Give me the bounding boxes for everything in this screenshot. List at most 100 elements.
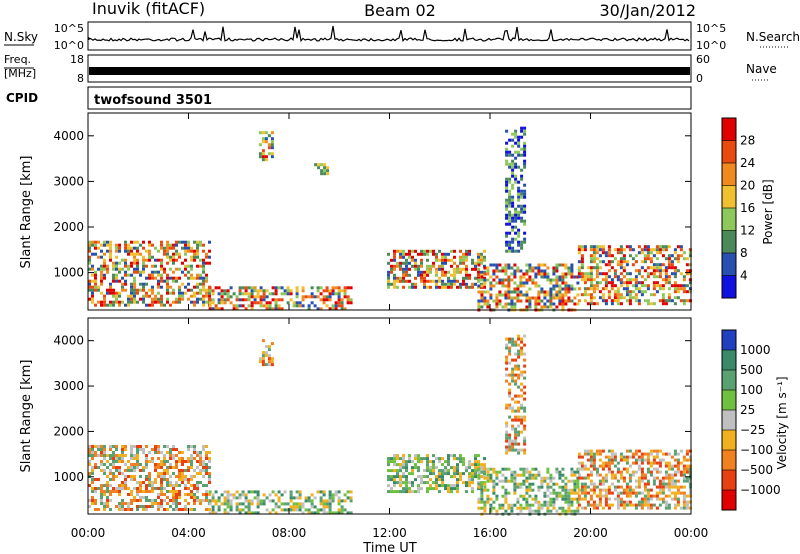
power-colorbar-swatch bbox=[722, 208, 736, 231]
velocity-colorbar-tick-label: −500 bbox=[740, 463, 773, 477]
velocity-echo-region bbox=[258, 339, 274, 367]
nsky-line bbox=[88, 25, 690, 43]
cpid-value: twofsound 3501 bbox=[94, 93, 212, 108]
power-ytick-label: 2000 bbox=[53, 220, 84, 234]
power-ytick-label: 4000 bbox=[53, 129, 84, 143]
velocity-colorbar: 1000 500 100 25 −25 −100 −500 −1000 bbox=[721, 329, 781, 511]
velocity-colorbar-swatch bbox=[722, 450, 736, 470]
velocity-colorbar-tick-label: −25 bbox=[740, 423, 765, 437]
power-echo-region bbox=[314, 163, 330, 176]
xtick-label: 04:00 bbox=[171, 526, 206, 540]
velocity-colorbar-label: Velocity [m s⁻¹] bbox=[775, 376, 789, 469]
velocity-echo-region bbox=[208, 490, 353, 515]
velocity-colorbar-tick-label: −100 bbox=[740, 443, 773, 457]
power-colorbar-tick-label: 4 bbox=[740, 269, 748, 283]
velocity-colorbar-frame bbox=[721, 329, 737, 511]
velocity-echo-region bbox=[505, 334, 527, 455]
velocity-ytick-label: 2000 bbox=[53, 424, 84, 438]
velocity-ylabel: Slant Range [km] bbox=[19, 360, 34, 473]
velocity-echo-region bbox=[387, 454, 486, 494]
power-echo-region bbox=[577, 245, 692, 306]
power-colorbar-tick-label: 16 bbox=[740, 201, 755, 215]
velocity-colorbar-swatch bbox=[722, 330, 736, 350]
freq-panel-frame bbox=[87, 54, 692, 83]
velocity-echo-region bbox=[477, 467, 580, 516]
station-title: Inuvik (fitACF) bbox=[92, 0, 205, 18]
nsky-tick-bottom: 10^0 bbox=[54, 39, 84, 52]
power-colorbar-tick-label: 8 bbox=[740, 246, 748, 260]
power-echo-region bbox=[88, 240, 211, 307]
power-colorbar-swatch bbox=[722, 118, 736, 141]
power-colorbar-tick-label: 24 bbox=[740, 156, 755, 170]
power-colorbar-tick-label: 28 bbox=[740, 134, 755, 148]
freq-band bbox=[89, 67, 690, 75]
nsearch-tick-bottom: 10^0 bbox=[696, 39, 726, 52]
xtick-label: 00:00 bbox=[674, 526, 709, 540]
power-colorbar-swatch bbox=[722, 253, 736, 276]
power-yaxis: 1000 2000 3000 4000 bbox=[53, 129, 691, 280]
power-colorbar-swatch bbox=[722, 275, 736, 298]
velocity-ytick-label: 4000 bbox=[53, 334, 84, 348]
velocity-colorbar-swatch bbox=[722, 390, 736, 410]
freq-label: Freq. bbox=[4, 53, 31, 66]
velocity-colorbar-swatch bbox=[722, 490, 736, 510]
nave-tick-top: 60 bbox=[696, 53, 710, 66]
power-ylabel: Slant Range [km] bbox=[19, 156, 34, 269]
velocity-colorbar-swatch bbox=[722, 350, 736, 370]
xtick-label: 16:00 bbox=[473, 526, 508, 540]
cpid-panel-frame bbox=[87, 86, 692, 110]
velocity-heatmap bbox=[88, 334, 692, 516]
power-colorbar: 4 8 12 16 20 24 28 bbox=[721, 117, 755, 299]
velocity-colorbar-tick-label: 25 bbox=[740, 403, 755, 417]
time-xaxis: 00:00 04:00 08:00 12:00 16:00 20:00 00:00 bbox=[71, 113, 709, 540]
velocity-yaxis: 1000 2000 3000 4000 bbox=[53, 334, 691, 484]
power-colorbar-swatch bbox=[722, 140, 736, 163]
date-title: 30/Jan/2012 bbox=[599, 1, 696, 20]
nsky-panel-frame bbox=[87, 21, 692, 51]
freq-unit-label: [MHz] bbox=[4, 67, 36, 80]
nsky-trace bbox=[88, 25, 690, 43]
power-ytick-label: 3000 bbox=[53, 174, 84, 188]
power-colorbar-tick-label: 20 bbox=[740, 179, 755, 193]
velocity-echo-region bbox=[88, 445, 211, 511]
power-echo-region bbox=[258, 131, 274, 162]
velocity-colorbar-swatch bbox=[722, 430, 736, 450]
power-echo-region bbox=[477, 263, 580, 312]
power-colorbar-label: Power [dB] bbox=[761, 179, 775, 244]
velocity-colorbar-tick-label: 1000 bbox=[740, 343, 771, 357]
freq-tick-top: 18 bbox=[70, 53, 84, 66]
cpid-label: CPID bbox=[6, 91, 38, 105]
power-echo-region bbox=[505, 126, 527, 253]
nave-tick-bottom: 0 bbox=[696, 72, 703, 85]
nsearch-label: N.Search bbox=[746, 30, 800, 44]
velocity-colorbar-swatch bbox=[722, 410, 736, 430]
velocity-colorbar-tick-label: 100 bbox=[740, 383, 763, 397]
power-echo-region bbox=[208, 286, 353, 311]
velocity-colorbar-tick-label: −1000 bbox=[740, 483, 781, 497]
nsky-label: N.Sky bbox=[4, 30, 38, 44]
power-heatmap bbox=[88, 126, 692, 312]
velocity-colorbar-tick-label: 500 bbox=[740, 363, 763, 377]
xtick-label: 20:00 bbox=[573, 526, 608, 540]
xtick-label: 08:00 bbox=[272, 526, 307, 540]
power-colorbar-swatch bbox=[722, 163, 736, 186]
velocity-colorbar-swatch bbox=[722, 470, 736, 490]
velocity-ytick-label: 1000 bbox=[53, 470, 84, 484]
nsearch-tick-top: 10^5 bbox=[696, 22, 726, 35]
xaxis-label: Time UT bbox=[362, 541, 416, 554]
nave-label: Nave bbox=[746, 62, 777, 76]
freq-tick-bottom: 8 bbox=[77, 72, 84, 85]
velocity-echo-region bbox=[577, 449, 692, 510]
power-colorbar-frame bbox=[721, 117, 737, 299]
nsky-tick-top: 10^5 bbox=[54, 22, 84, 35]
beam-title: Beam 02 bbox=[364, 1, 436, 20]
power-colorbar-tick-label: 12 bbox=[740, 224, 755, 238]
xtick-label: 12:00 bbox=[372, 526, 407, 540]
velocity-ytick-label: 3000 bbox=[53, 379, 84, 393]
power-echo-region bbox=[387, 249, 486, 289]
power-ytick-label: 1000 bbox=[53, 266, 84, 280]
power-colorbar-swatch bbox=[722, 185, 736, 208]
xtick-label: 00:00 bbox=[71, 526, 106, 540]
velocity-colorbar-swatch bbox=[722, 370, 736, 390]
